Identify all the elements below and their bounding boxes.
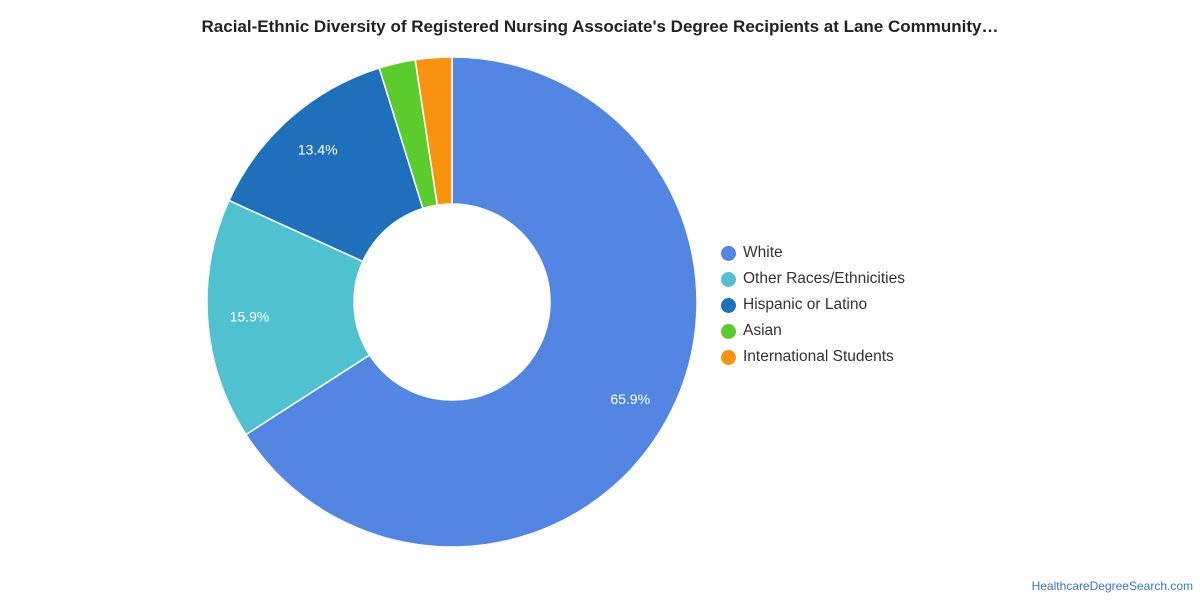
legend-swatch (721, 271, 736, 287)
slice-value-label: 15.9% (230, 309, 270, 325)
legend-item[interactable]: Other Races/Ethnicities (721, 266, 905, 292)
legend-swatch (721, 245, 736, 261)
slice-value-label: 13.4% (298, 142, 338, 158)
source-link[interactable]: HealthcareDegreeSearch.com (1031, 579, 1193, 593)
legend-label: International Students (743, 348, 894, 365)
legend-swatch (721, 297, 736, 313)
legend-label: White (743, 244, 783, 261)
legend-swatch (721, 349, 736, 365)
legend-item[interactable]: Hispanic or Latino (721, 292, 905, 318)
legend-label: Hispanic or Latino (743, 296, 868, 313)
legend-item[interactable]: International Students (721, 344, 905, 370)
legend-swatch (721, 323, 736, 339)
donut-slice-white[interactable] (244, 56, 698, 548)
legend: White Other Races/Ethnicities Hispanic or … (721, 240, 905, 370)
donut-slice-international-students[interactable] (414, 56, 453, 206)
legend-label: Asian (743, 322, 782, 339)
donut-slice-other-races-ethnicities[interactable] (206, 199, 371, 436)
legend-label: Other Races/Ethnicities (743, 270, 905, 287)
slice-value-label: 65.9% (610, 391, 650, 407)
legend-item[interactable]: White (721, 240, 905, 266)
chart-title: Racial-Ethnic Diversity of Registered Nu… (201, 17, 999, 36)
legend-item[interactable]: Asian (721, 318, 905, 344)
donut-slice-hispanic-or-latino[interactable] (228, 67, 424, 263)
